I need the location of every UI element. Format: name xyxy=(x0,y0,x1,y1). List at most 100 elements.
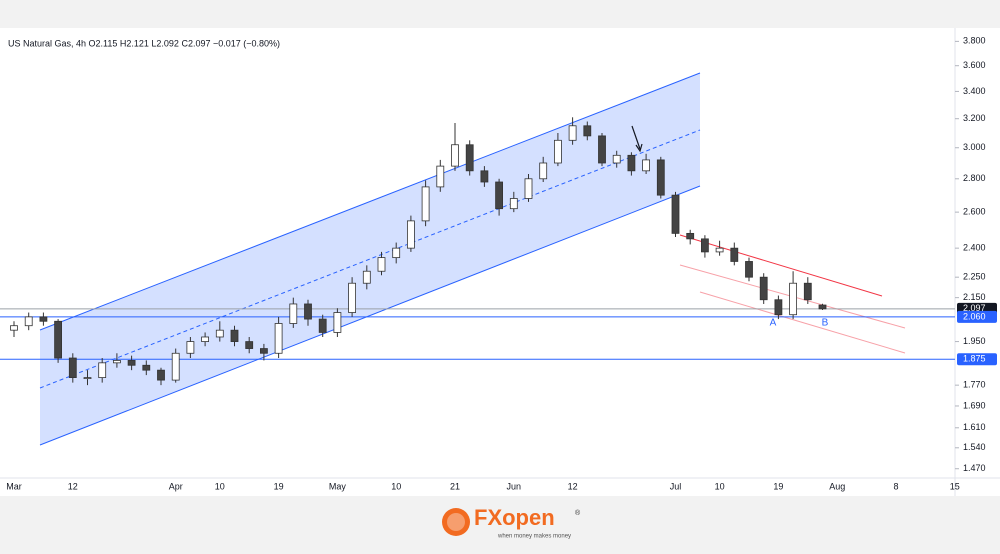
candle-body xyxy=(406,220,415,249)
x-tick-label: Jun xyxy=(507,481,522,491)
candle-body xyxy=(10,325,18,331)
x-tick-label: 21 xyxy=(450,481,460,491)
candle-body xyxy=(392,247,401,259)
candle-body xyxy=(480,170,489,183)
y-tick-label: 3.200 xyxy=(963,113,986,123)
chart-panel xyxy=(0,28,1000,496)
candle-body xyxy=(554,139,562,164)
candle-body xyxy=(598,135,606,164)
channel-lower xyxy=(39,185,701,446)
annotation: B xyxy=(822,318,829,329)
candle-body xyxy=(818,304,827,310)
y-tick-label: 1.690 xyxy=(963,400,986,410)
trend-line xyxy=(679,234,883,297)
chart-title: US Natural Gas, 4h O2.115 H2.121 L2.092 … xyxy=(8,38,280,48)
trend-line-parallel xyxy=(699,291,906,354)
candle-body xyxy=(656,159,665,196)
level-tag xyxy=(957,310,997,323)
candle-body xyxy=(348,282,357,313)
arrow-head xyxy=(635,143,643,153)
candle-body xyxy=(318,318,327,333)
x-tick-label: 12 xyxy=(68,481,78,491)
x-tick-label: 8 xyxy=(893,481,898,491)
candle-body xyxy=(789,282,797,316)
brand: FXopen xyxy=(474,505,555,530)
candle-body xyxy=(671,194,680,234)
candle-body xyxy=(24,316,33,327)
candle-body xyxy=(745,261,753,278)
candle-body xyxy=(436,165,445,188)
y-tick-label: 2.600 xyxy=(963,207,986,217)
x-tick-label: Jul xyxy=(670,481,682,491)
candle-body xyxy=(274,323,283,354)
candle-body xyxy=(157,369,165,381)
x-tick-label: 12 xyxy=(568,481,578,491)
candle-body xyxy=(39,316,48,322)
x-tick-label: Apr xyxy=(169,481,183,491)
annotation: A xyxy=(770,318,777,329)
x-tick-label: 19 xyxy=(274,481,284,491)
logo-icon xyxy=(442,508,470,536)
candle-body xyxy=(465,144,474,172)
tagline: when money makes money xyxy=(497,534,571,540)
y-tick-label: 1.470 xyxy=(963,463,986,473)
candle-body xyxy=(377,257,386,272)
candle-body xyxy=(612,154,621,164)
candle-body xyxy=(627,154,636,172)
candle-body xyxy=(451,144,459,167)
level-label: 2.060 xyxy=(963,311,986,321)
candle-body xyxy=(201,336,210,342)
channel-fill xyxy=(40,73,700,445)
level-label: 1.875 xyxy=(963,354,986,364)
candle-body xyxy=(289,303,298,324)
x-tick-label: May xyxy=(329,481,347,491)
y-tick-label: 3.000 xyxy=(963,142,986,152)
y-tick-label: 1.950 xyxy=(963,336,986,346)
candle-body xyxy=(54,320,62,359)
candle-body xyxy=(362,270,371,284)
level-tag xyxy=(957,353,997,366)
candle-body xyxy=(803,282,812,301)
x-tick-label: 19 xyxy=(773,481,783,491)
candle-body xyxy=(568,125,577,141)
candle-body xyxy=(186,341,195,354)
candle-body xyxy=(142,364,151,371)
candle-body xyxy=(495,181,504,210)
x-tick-label: Mar xyxy=(6,481,22,491)
x-tick-label: 15 xyxy=(950,481,960,491)
y-tick-label: 2.250 xyxy=(963,272,986,282)
candle-body xyxy=(215,329,224,338)
channel-median xyxy=(39,129,701,389)
y-tick-label: 2.400 xyxy=(963,243,986,253)
candle-body xyxy=(171,352,180,381)
candle-body xyxy=(642,159,650,172)
y-tick-label: 1.610 xyxy=(963,422,986,432)
brand-mark: ® xyxy=(575,509,581,517)
candle-body xyxy=(715,247,724,253)
y-tick-label: 1.540 xyxy=(963,442,986,452)
x-tick-label: 10 xyxy=(391,481,401,491)
candle-body xyxy=(259,348,268,354)
arrow xyxy=(631,125,641,150)
candle-body xyxy=(421,186,430,222)
y-tick-label: 3.400 xyxy=(963,86,986,96)
logo-icon-inner xyxy=(447,513,465,531)
level-label: 2.097 xyxy=(963,303,986,313)
candle-body xyxy=(730,247,739,262)
x-tick-label: 10 xyxy=(215,481,225,491)
channel-upper xyxy=(39,72,701,331)
candle-body xyxy=(583,125,592,137)
candle-body xyxy=(304,303,312,320)
candle-body xyxy=(774,299,783,316)
candle-body xyxy=(68,357,77,378)
candle-body xyxy=(333,312,342,333)
candle-body xyxy=(230,329,239,342)
candle-body xyxy=(98,362,107,378)
candle-body xyxy=(83,377,92,379)
x-tick-label: 10 xyxy=(715,481,725,491)
candle-body xyxy=(539,162,548,180)
y-tick-label: 2.150 xyxy=(963,292,986,302)
candle-body xyxy=(701,238,709,253)
candle-body xyxy=(113,360,121,364)
